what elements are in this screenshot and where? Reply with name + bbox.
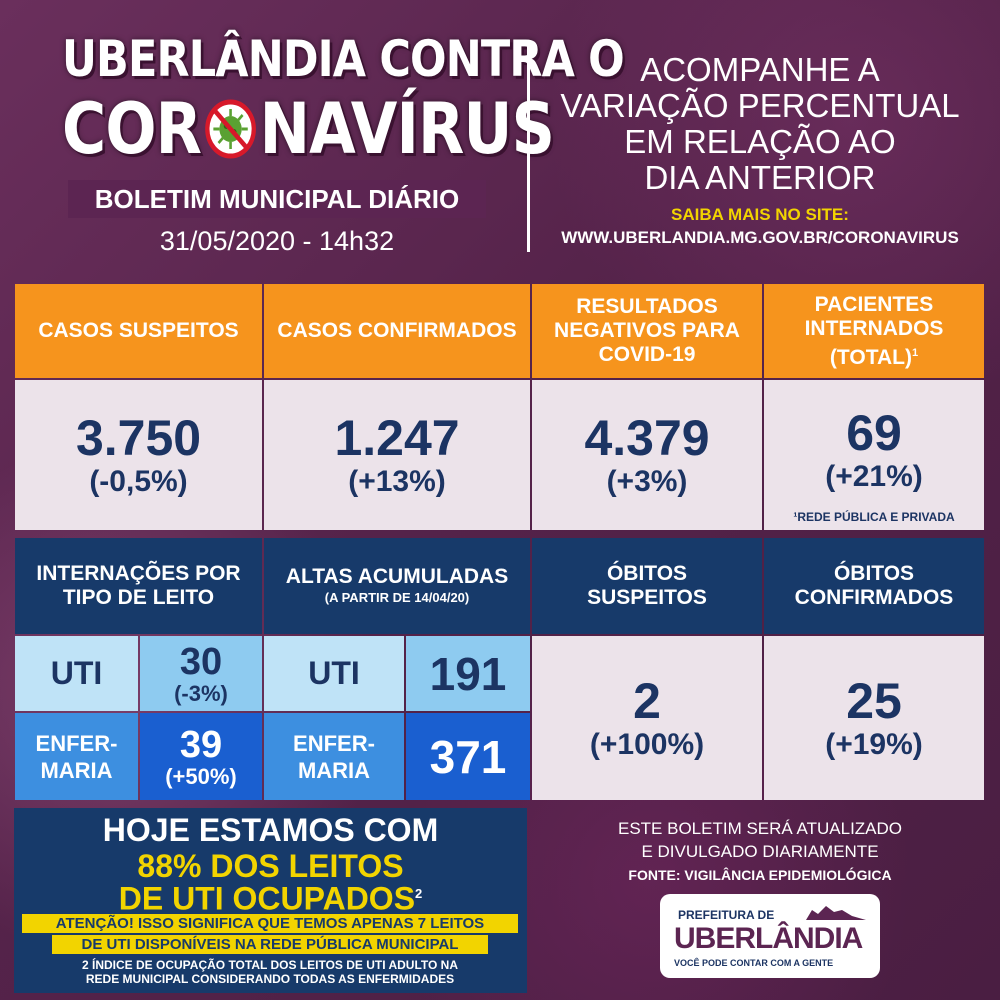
update-line-2: E DIVULGADO DIARIAMENTE	[641, 842, 879, 861]
change-casos-confirmados: (+13%)	[348, 465, 446, 498]
change-obitos-suspeitos: (+100%)	[589, 728, 705, 761]
header-casos-confirmados: CASOS CONFIRMADOS	[264, 284, 530, 378]
internacoes-uti-label: UTI	[15, 636, 138, 711]
today-line-3: DE UTI OCUPADOS2	[14, 876, 527, 917]
update-notice: ESTE BOLETIM SERÁ ATUALIZADO E DIVULGADO…	[560, 817, 960, 863]
header-resultados-negativos: RESULTADOS NEGATIVOS PARA COVID-19	[532, 284, 762, 378]
info-line: DIA ANTERIOR	[644, 159, 876, 196]
value-resultados-negativos: 4.379	[584, 410, 710, 466]
internacoes-uti-cell: 30 (-3%)	[140, 636, 262, 711]
obitos-suspeitos-title-2: SUSPEITOS	[587, 586, 707, 609]
change-obitos-confirmados: (+19%)	[825, 728, 923, 761]
uti-occupancy-box	[14, 808, 527, 993]
internacoes-uti-value: 30	[179, 640, 223, 683]
virus-prohibited-icon	[205, 99, 256, 159]
header-pacientes-internados: PACIENTES INTERNADOS (TOTAL)1	[764, 284, 984, 378]
altas-title: ALTAS ACUMULADAS	[285, 565, 509, 588]
header-obitos-suspeitos: ÓBITOS SUSPEITOS	[532, 538, 762, 634]
altas-uti-value: 191	[406, 636, 530, 711]
header-obitos-confirmados: ÓBITOS CONFIRMADOS	[764, 538, 984, 634]
bulletin-subtitle: BOLETIM MUNICIPAL DIÁRIO	[68, 180, 486, 218]
value-obitos-suspeitos: 2	[633, 673, 661, 729]
info-line: VARIAÇÃO PERCENTUAL	[560, 87, 960, 124]
change-pacientes-internados: (+21%)	[825, 460, 923, 493]
today-footnote-marker: 2	[415, 886, 423, 901]
header-altas: ALTAS ACUMULADAS (A PARTIR DE 14/04/20)	[264, 538, 530, 634]
internacoes-enf-cell: 39 (+50%)	[140, 713, 262, 800]
value-pacientes-internados: 69	[846, 405, 902, 461]
value-obitos-confirmados: 25	[846, 673, 902, 729]
today-line-3-text: DE UTI OCUPADOS	[118, 880, 416, 917]
internacoes-enf-value: 39	[179, 723, 223, 766]
obitos-suspeitos-title-1: ÓBITOS	[606, 562, 688, 585]
internacoes-uti-change: (-3%)	[174, 680, 228, 706]
internacoes-enf-label-2: MARIA	[40, 757, 113, 783]
altas-uti-label: UTI	[264, 636, 404, 711]
today-line-2: 88% DOS LEITOS	[137, 848, 404, 884]
header-pacientes-label: PACIENTES INTERNADOS (TOTAL)	[804, 292, 944, 369]
update-line-1: ESTE BOLETIM SERÁ ATUALIZADO	[617, 819, 903, 838]
header-divider	[527, 42, 530, 252]
logo-top-text: PREFEITURA DE	[678, 908, 775, 922]
today-line-1: HOJE ESTAMOS COM	[102, 812, 439, 848]
title-cor: COR	[62, 88, 202, 170]
card-casos-suspeitos: 3.750 (-0,5%)	[15, 380, 262, 530]
altas-enf-label-2: MARIA	[297, 757, 371, 783]
note-line-1: 2 ÍNDICE DE OCUPAÇÃO TOTAL DOS LEITOS DE…	[81, 958, 459, 972]
header-casos-suspeitos: CASOS SUSPEITOS	[15, 284, 262, 378]
title-navirus: NAVÍRUS	[259, 88, 555, 170]
info-text: ACOMPANHE A VARIAÇÃO PERCENTUAL EM RELAÇ…	[540, 52, 980, 196]
title-line-2: COR NAVÍRUS	[62, 88, 555, 170]
card-obitos-confirmados: 25 (+19%)	[764, 636, 984, 800]
title-line-1: UBERLÂNDIA CONTRA O	[62, 30, 625, 88]
footnote-rede: ¹REDE PÚBLICA E PRIVADA	[793, 510, 955, 524]
source-label: FONTE: VIGILÂNCIA EPIDEMIOLÓGICA	[628, 867, 892, 883]
value-casos-confirmados: 1.247	[334, 410, 460, 466]
note-line-2: REDE MUNICIPAL CONSIDERANDO TODAS AS ENF…	[85, 972, 455, 986]
prefeitura-logo[interactable]: PREFEITURA DE UBERLÂNDIA VOCÊ PODE CONTA…	[660, 894, 880, 978]
site-link[interactable]: WWW.UBERLANDIA.MG.GOV.BR/CORONAVIRUS	[561, 228, 959, 247]
altas-enf-label: ENFER- MARIA	[264, 713, 404, 800]
footnote-marker: 1	[911, 346, 919, 359]
footnote-ocupacao: 2 ÍNDICE DE OCUPAÇÃO TOTAL DOS LEITOS DE…	[20, 958, 520, 986]
card-casos-confirmados: 1.247 (+13%)	[264, 380, 530, 530]
change-resultados-negativos: (+3%)	[606, 465, 688, 498]
logo-tagline: VOCÊ PODE CONTAR COM A GENTE	[674, 958, 834, 968]
card-resultados-negativos: 4.379 (+3%)	[532, 380, 762, 530]
logo-skyline-icon	[786, 906, 866, 920]
value-casos-suspeitos: 3.750	[75, 410, 202, 466]
info-line: ACOMPANHE A	[640, 51, 880, 88]
obitos-confirmados-title-2: CONFIRMADOS	[794, 586, 954, 609]
obitos-confirmados-title-1: ÓBITOS	[833, 562, 915, 585]
alert-line-2: DE UTI DISPONÍVEIS NA REDE PÚBLICA MUNIC…	[52, 935, 488, 954]
altas-enf-label-1: ENFER-	[293, 730, 375, 756]
card-obitos-suspeitos: 2 (+100%)	[532, 636, 762, 800]
logo-main-text: UBERLÂNDIA	[674, 922, 863, 955]
internacoes-enf-label-1: ENFER-	[35, 730, 118, 756]
alert-line-1: ATENÇÃO! ISSO SIGNIFICA QUE TEMOS APENAS…	[22, 914, 518, 933]
internacoes-enf-label: ENFER- MARIA	[15, 713, 138, 800]
saiba-mais-label: SAIBA MAIS NO SITE:	[671, 205, 849, 224]
info-line: EM RELAÇÃO AO	[624, 123, 896, 160]
change-casos-suspeitos: (-0,5%)	[89, 465, 188, 498]
bulletin-datetime: 31/05/2020 - 14h32	[159, 226, 395, 256]
header-internacoes: INTERNAÇÕES POR TIPO DE LEITO	[15, 538, 262, 634]
altas-subtitle: (A PARTIR DE 14/04/20)	[324, 590, 470, 605]
altas-enf-value: 371	[406, 713, 530, 800]
card-pacientes-internados: 69 (+21%)	[764, 380, 984, 530]
internacoes-enf-change: (+50%)	[165, 763, 237, 789]
